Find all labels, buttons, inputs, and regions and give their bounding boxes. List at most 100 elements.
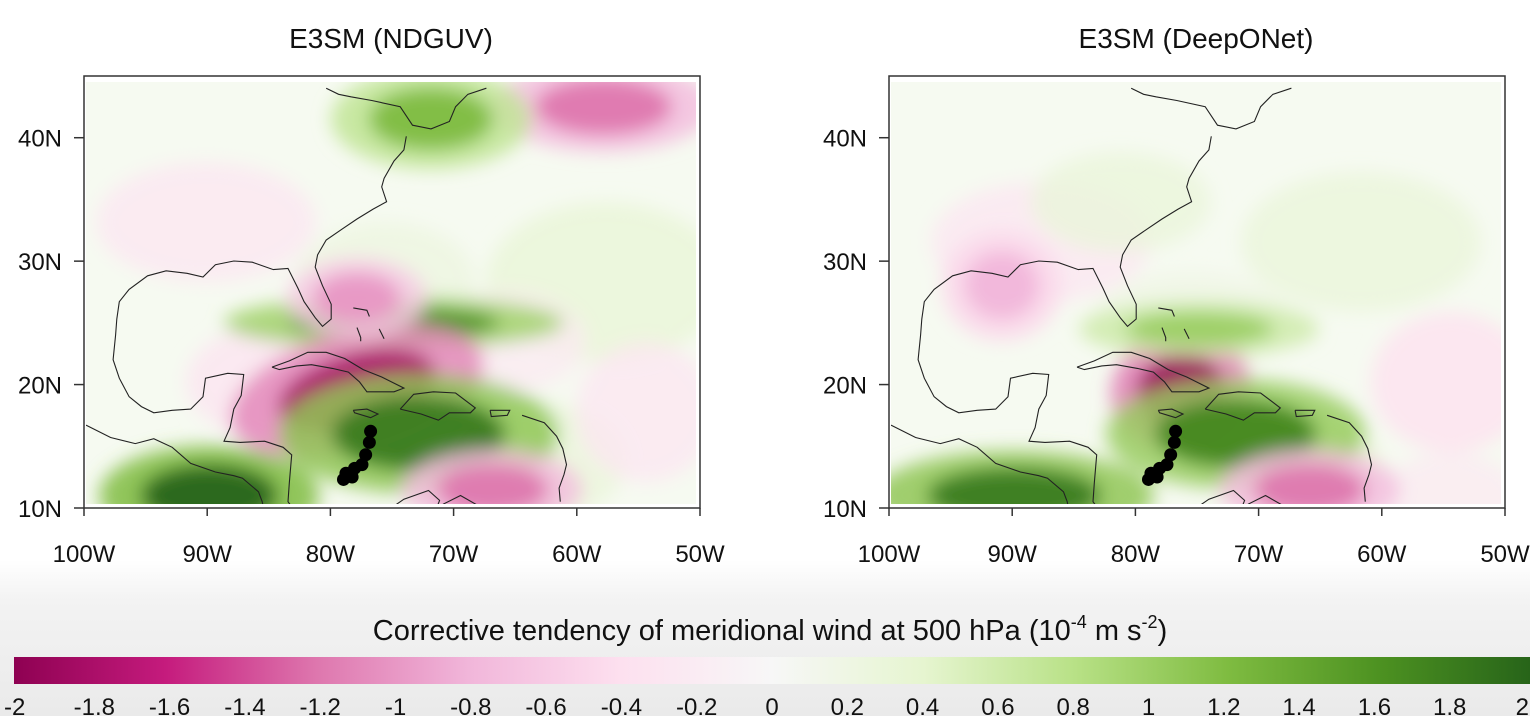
x-tick-label: 80W (306, 541, 356, 568)
x-tick-label: 90W (988, 541, 1038, 568)
panel-title: E3SM (NDGUV) (289, 23, 493, 54)
coastline (1326, 414, 1373, 502)
field-blob-core (1254, 464, 1366, 504)
panel-deeponet: E3SM (DeepONet) 100W 90W 80W 70W 60W 50W 10N 2… (823, 23, 1530, 568)
colorbar-tick-label: 2 (1516, 694, 1529, 716)
colorbar-tick-label: 1.8 (1433, 694, 1466, 716)
coastline (891, 424, 1069, 504)
coastline (378, 328, 385, 339)
x-tick-label: 100W (53, 541, 116, 568)
track-point (1167, 435, 1181, 449)
colorbar-tick-label: -1.6 (149, 694, 190, 716)
field-cell (1031, 152, 1211, 252)
map-frame (83, 75, 701, 509)
coastline (86, 424, 264, 504)
coastline (112, 136, 407, 504)
colorbar-tick-label: -0.2 (676, 694, 717, 716)
track-point (1169, 424, 1183, 438)
coastline (325, 87, 487, 130)
colorbar-tick-label: -1.4 (224, 694, 265, 716)
coastline (489, 409, 511, 418)
coastline (353, 307, 370, 317)
field-blob-core (535, 82, 672, 135)
y-tick-label: 10N (823, 496, 867, 523)
coastline (1183, 328, 1190, 339)
colorbar-tick-label: 0.8 (1057, 694, 1090, 716)
colorbar: Corrective tendency of meridional wind a… (4, 612, 1530, 716)
field-blob-core (1155, 399, 1317, 468)
coastline (521, 414, 568, 502)
coastline (1294, 409, 1316, 418)
colorbar-label: Corrective tendency of meridional wind a… (373, 612, 1167, 647)
colorbar-tick-label: 1.6 (1358, 694, 1391, 716)
y-tick-label: 30N (823, 249, 867, 276)
x-tick-label: 50W (675, 541, 725, 568)
colorbar-tick-label: 0.2 (831, 694, 864, 716)
colorbar-tick-label: 1 (1142, 694, 1155, 716)
colorbar-tick-label: -2 (4, 694, 25, 716)
coastline (1158, 307, 1175, 317)
track-point (364, 424, 378, 438)
x-tick-label: 80W (1111, 541, 1161, 568)
field-cell (1371, 312, 1501, 452)
coastline (1157, 408, 1185, 419)
storm-track (336, 424, 378, 486)
colorbar-tick-label: -0.8 (450, 694, 491, 716)
field-cell (96, 162, 316, 282)
colorbar-gradient (14, 657, 1530, 684)
colorbar-tick-label: 0.4 (906, 694, 939, 716)
coastline (1204, 391, 1282, 421)
x-tick-label: 100W (858, 541, 921, 568)
y-tick-label: 20N (823, 373, 867, 400)
colorbar-tick-label: 1.4 (1282, 694, 1315, 716)
x-tick-label: 60W (552, 541, 602, 568)
y-tick-label: 40N (823, 126, 867, 153)
field-cell (1241, 172, 1481, 312)
coastline (356, 327, 362, 342)
x-tick-label: 70W (1234, 541, 1284, 568)
x-tick-label: 50W (1480, 541, 1530, 568)
coastline (1161, 327, 1167, 342)
colorbar-tick-label: -1 (385, 694, 406, 716)
coastline (1130, 87, 1292, 130)
coastlines (891, 87, 1373, 504)
colorbar-tick-label: 0 (765, 694, 778, 716)
field-cell (1381, 452, 1501, 504)
coastline (352, 408, 380, 419)
y-tick-label: 40N (18, 126, 62, 153)
field-cell (576, 342, 696, 482)
field-blob-core (368, 88, 493, 151)
field-blob-core (141, 464, 278, 504)
x-tick-label: 60W (1357, 541, 1407, 568)
coastline (399, 391, 477, 421)
x-tick-label: 70W (429, 541, 479, 568)
panel-ndguv: E3SM (NDGUV) 100W 90W 80W 70W 60W 50W 10N 20N 3… (18, 23, 725, 568)
track-point (359, 448, 373, 462)
track-point (1160, 458, 1174, 472)
colorbar-tick-label: -0.4 (601, 694, 642, 716)
colorbar-tick-label: 0.6 (981, 694, 1014, 716)
track-point (355, 458, 369, 472)
coastlines (86, 87, 568, 504)
field-blob-core (927, 467, 1101, 504)
colorbar-tick-label: -1.2 (300, 694, 341, 716)
coastline (1076, 351, 1211, 393)
tendency-field (96, 82, 696, 504)
track-point (1164, 448, 1178, 462)
field-blob-core (313, 273, 401, 323)
storm-track (1141, 424, 1183, 486)
y-tick-label: 10N (18, 496, 62, 523)
track-point (362, 435, 376, 449)
coastline (271, 351, 406, 393)
colorbar-tick-label: 1.2 (1207, 694, 1240, 716)
coastline (917, 136, 1212, 504)
field-blob-core (1124, 311, 1274, 347)
panel-title: E3SM (DeepONet) (1079, 23, 1314, 54)
field-blob-core (436, 464, 549, 504)
colorbar-tick-label: -0.6 (525, 694, 566, 716)
colorbar-tick-label: -1.8 (74, 694, 115, 716)
map-frame (888, 75, 1506, 509)
x-tick-label: 90W (183, 541, 233, 568)
